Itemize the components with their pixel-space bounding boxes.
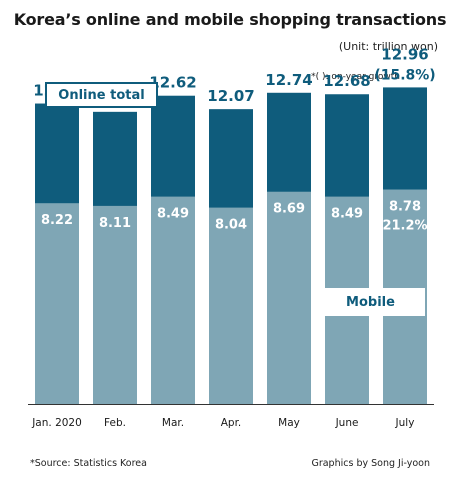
- online-total-value-label: 12.68: [323, 72, 370, 90]
- mobile-growth-label: (21.2%): [377, 219, 434, 234]
- legend-mobile: Mobile: [316, 288, 425, 316]
- x-tick-label: Apr.: [221, 417, 242, 429]
- source-note: *Source: Statistics Korea: [30, 458, 147, 469]
- mobile-bar: [93, 205, 137, 404]
- online-total-value-label: 12.62: [149, 74, 196, 92]
- online-total-value-label: 12.74: [265, 71, 312, 89]
- mobile-bar: [267, 191, 311, 404]
- online-total-value-label: 12.07: [207, 87, 254, 105]
- legend-online-total: Online total: [45, 82, 158, 108]
- x-tick-label: May: [278, 417, 300, 429]
- online-growth-label: (15.8%): [374, 67, 435, 83]
- graphics-credit: Graphics by Song Ji-yoon: [311, 458, 430, 469]
- x-tick-label: Feb.: [104, 417, 126, 429]
- mobile-value-label: 8.49: [331, 207, 363, 222]
- mobile-value-label: 8.04: [215, 218, 247, 233]
- x-tick-label: June: [335, 417, 359, 429]
- mobile-value-label: 8.49: [157, 207, 189, 222]
- x-tick-label: July: [395, 417, 415, 429]
- chart-title: Korea’s online and mobile shopping trans…: [13, 10, 447, 29]
- unit-label: (Unit: trillion won): [338, 40, 438, 53]
- growth-note: *( ): on-year growth: [311, 72, 400, 82]
- online-total-value-label: 12.96: [381, 45, 428, 63]
- x-tick-label: Mar.: [162, 417, 184, 429]
- mobile-bar: [209, 207, 253, 404]
- mobile-bar: [151, 196, 195, 404]
- mobile-value-label: 8.11: [99, 216, 131, 231]
- mobile-bar: [35, 203, 79, 404]
- legend-mobile-label: Mobile: [346, 294, 395, 310]
- mobile-value-label: 8.78: [389, 200, 421, 215]
- legend-online-total-label: Online total: [58, 87, 145, 103]
- x-tick-label: Jan. 2020: [31, 417, 82, 429]
- mobile-value-label: 8.22: [41, 213, 73, 228]
- mobile-value-label: 8.69: [273, 202, 305, 217]
